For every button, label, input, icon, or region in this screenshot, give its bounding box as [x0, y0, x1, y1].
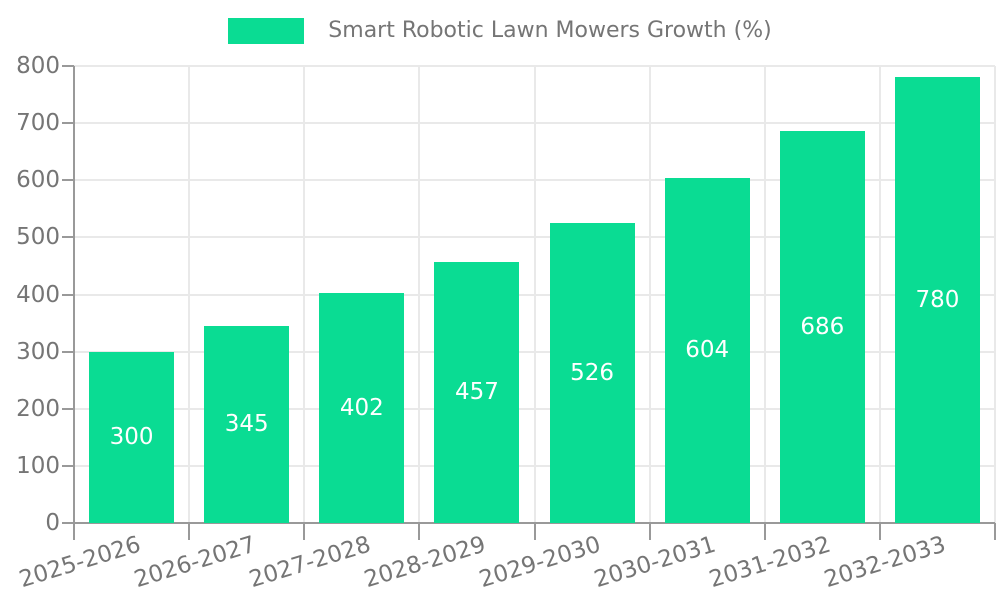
- v-gridline: [303, 66, 306, 523]
- y-tick: [62, 522, 74, 524]
- bar-value-label: 686: [800, 314, 845, 341]
- bar-value-label: 345: [224, 411, 269, 438]
- x-tick: [648, 523, 651, 540]
- v-gridline: [763, 66, 766, 523]
- y-tick-label: 800: [16, 53, 60, 79]
- x-tick: [763, 523, 766, 540]
- y-tick: [62, 236, 74, 239]
- legend-label: Smart Robotic Lawn Mowers Growth (%): [328, 18, 772, 43]
- x-tick: [188, 523, 191, 540]
- y-tick: [62, 350, 74, 353]
- y-tick-label: 300: [16, 338, 60, 365]
- y-tick: [62, 407, 74, 410]
- y-tick-label: 600: [16, 167, 60, 194]
- bar-2026-2027[interactable]: 345: [204, 325, 290, 523]
- x-tick: [418, 523, 421, 540]
- x-tick: [533, 523, 536, 540]
- y-tick: [62, 293, 74, 296]
- y-tick: [62, 464, 74, 467]
- legend-swatch: [228, 18, 305, 44]
- bar-2027-2028[interactable]: 402: [319, 293, 405, 523]
- x-tick: [994, 523, 996, 540]
- bar-value-label: 604: [685, 337, 730, 364]
- bar-value-label: 526: [570, 359, 615, 386]
- y-tick-label: 0: [45, 510, 60, 536]
- v-gridline: [533, 66, 536, 523]
- y-tick-label: 100: [16, 452, 60, 479]
- v-gridline: [418, 66, 421, 523]
- y-axis-line: [73, 66, 75, 540]
- bar-value-label: 402: [339, 395, 384, 422]
- y-tick: [62, 65, 74, 67]
- bar-value-label: 300: [109, 424, 154, 451]
- y-tick-label: 500: [16, 224, 60, 251]
- bar-2028-2029[interactable]: 457: [434, 261, 520, 523]
- x-tick: [303, 523, 306, 540]
- v-gridline: [188, 66, 191, 523]
- bar-2025-2026[interactable]: 300: [89, 351, 175, 523]
- v-gridline: [878, 66, 881, 523]
- bar-2030-2031[interactable]: 604: [664, 177, 750, 523]
- y-tick: [62, 122, 74, 125]
- y-tick-label: 400: [16, 281, 60, 308]
- y-tick: [62, 179, 74, 182]
- bar-2031-2032[interactable]: 686: [779, 131, 865, 523]
- x-tick: [878, 523, 881, 540]
- bar-2032-2033[interactable]: 780: [894, 77, 980, 523]
- legend[interactable]: Smart Robotic Lawn Mowers Growth (%): [0, 18, 1000, 44]
- x-tick: [73, 523, 75, 540]
- bar-value-label: 457: [454, 379, 499, 406]
- v-gridline: [648, 66, 651, 523]
- bar-2029-2030[interactable]: 526: [549, 222, 635, 523]
- y-tick-label: 700: [16, 110, 60, 137]
- y-tick-label: 200: [16, 395, 60, 422]
- bar-value-label: 780: [915, 287, 960, 314]
- v-gridline: [994, 66, 996, 523]
